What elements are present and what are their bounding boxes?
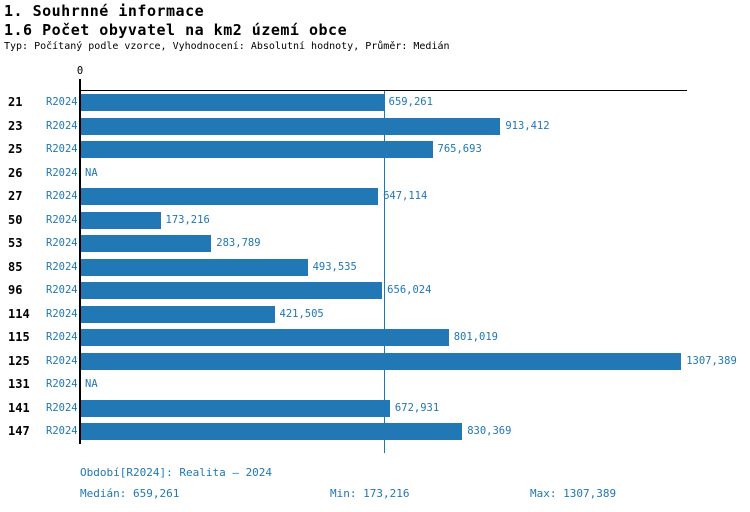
row-category-label: 115 — [8, 330, 30, 344]
bar-value-label: 672,931 — [394, 401, 440, 414]
chart-row: 50 R2024 173,216 — [0, 209, 750, 233]
bar — [81, 399, 390, 417]
row-period-label: R2024 — [46, 401, 78, 414]
x-axis-zero-label: 0 — [76, 65, 84, 77]
bar-value-label: 830,369 — [467, 425, 512, 437]
chart-row: 96 R2024 656,024 — [0, 279, 750, 303]
chart-row: 125 R2024 1307,389 — [0, 350, 750, 374]
row-period-label: R2024 — [46, 237, 78, 249]
bar-value-label: 173,216 — [165, 213, 210, 226]
bar — [81, 211, 161, 229]
bar — [81, 352, 682, 370]
footer-period: Období[R2024]: Realita – 2024 — [80, 466, 273, 479]
chart-row: 53 R2024 283,789 — [0, 232, 750, 256]
na-label: NA — [85, 166, 98, 179]
bar-value-label: 283,789 — [216, 237, 261, 249]
row-category-label: 141 — [8, 400, 30, 415]
row-category-label: 85 — [8, 259, 23, 274]
row-category-label: 147 — [8, 424, 30, 438]
row-category-label: 125 — [8, 353, 30, 368]
chart-row: 85 R2024 493,535 — [0, 256, 750, 280]
bar — [81, 141, 433, 159]
bar-value-label: 659,261 — [388, 96, 433, 108]
row-period-label: R2024 — [46, 96, 78, 108]
chart-row: 131 R2024 NA — [0, 373, 750, 397]
section-title: 1. Souhrnné informace — [4, 2, 205, 20]
bar-value-label: 647,114 — [383, 190, 428, 202]
bar-value-label: 765,693 — [437, 143, 482, 155]
row-category-label: 23 — [8, 118, 23, 133]
chart-row: 141 R2024 672,931 — [0, 397, 750, 421]
row-category-label: 26 — [8, 165, 23, 180]
row-category-label: 50 — [8, 212, 23, 227]
row-period-label: R2024 — [46, 331, 78, 343]
bar-value-label: 493,535 — [312, 260, 357, 273]
row-period-label: R2024 — [46, 119, 78, 132]
bar-value-label: 656,024 — [387, 284, 432, 296]
chart-row: 27 R2024 647,114 — [0, 185, 750, 209]
chart-row: 23 R2024 913,412 — [0, 115, 750, 139]
bar — [81, 305, 275, 323]
row-category-label: 27 — [8, 189, 23, 203]
bar-value-label: 801,019 — [453, 331, 498, 343]
bar-value-label: 913,412 — [505, 119, 550, 132]
chart-row: 25 R2024 765,693 — [0, 138, 750, 162]
footer-min: Min: 173,216 — [330, 487, 410, 500]
row-category-label: 114 — [8, 306, 30, 321]
row-period-label: R2024 — [46, 190, 78, 202]
chart-row: 115 R2024 801,019 — [0, 326, 750, 350]
chart-title: 1.6 Počet obyvatel na km2 území obce — [4, 21, 348, 39]
row-period-label: R2024 — [46, 143, 78, 155]
row-period-label: R2024 — [46, 213, 78, 226]
chart-row: 114 R2024 421,505 — [0, 303, 750, 327]
chart-row: 21 R2024 659,261 — [0, 91, 750, 115]
bar-value-label: 421,505 — [279, 307, 324, 320]
row-category-label: 131 — [8, 377, 30, 391]
bar — [81, 423, 463, 441]
row-category-label: 53 — [8, 236, 23, 250]
row-period-label: R2024 — [46, 354, 78, 367]
row-period-label: R2024 — [46, 166, 78, 179]
bar — [81, 329, 449, 347]
x-axis-zero-tick — [79, 79, 81, 91]
chart-row: 147 R2024 830,369 — [0, 420, 750, 444]
x-axis-line — [80, 89, 687, 91]
footer-max: Max: 1307,389 — [530, 487, 617, 500]
bar — [81, 94, 384, 112]
row-period-label: R2024 — [46, 425, 78, 437]
row-period-label: R2024 — [46, 307, 78, 320]
row-period-label: R2024 — [46, 284, 78, 296]
chart-subtitle: Typ: Počítaný podle vzorce, Vyhodnocení:… — [4, 41, 450, 52]
row-category-label: 96 — [8, 283, 23, 297]
row-period-label: R2024 — [46, 260, 78, 273]
y-axis-line — [78, 91, 81, 444]
bar — [81, 117, 501, 135]
bar — [81, 258, 308, 276]
plot-area: 21 R2024 659,261 23 R2024 913,412 25 R2024 765,6… — [0, 91, 750, 444]
bar-value-label: 1307,389 — [686, 354, 737, 367]
chart-row: 26 R2024 NA — [0, 162, 750, 186]
row-category-label: 25 — [8, 142, 23, 156]
median-line — [383, 91, 386, 453]
bar — [81, 282, 383, 300]
bar — [81, 235, 212, 253]
row-period-label: R2024 — [46, 378, 78, 390]
row-category-label: 21 — [8, 95, 23, 109]
bar — [81, 188, 379, 206]
footer-median: Medián: 659,261 — [80, 487, 180, 500]
na-label: NA — [85, 378, 98, 390]
